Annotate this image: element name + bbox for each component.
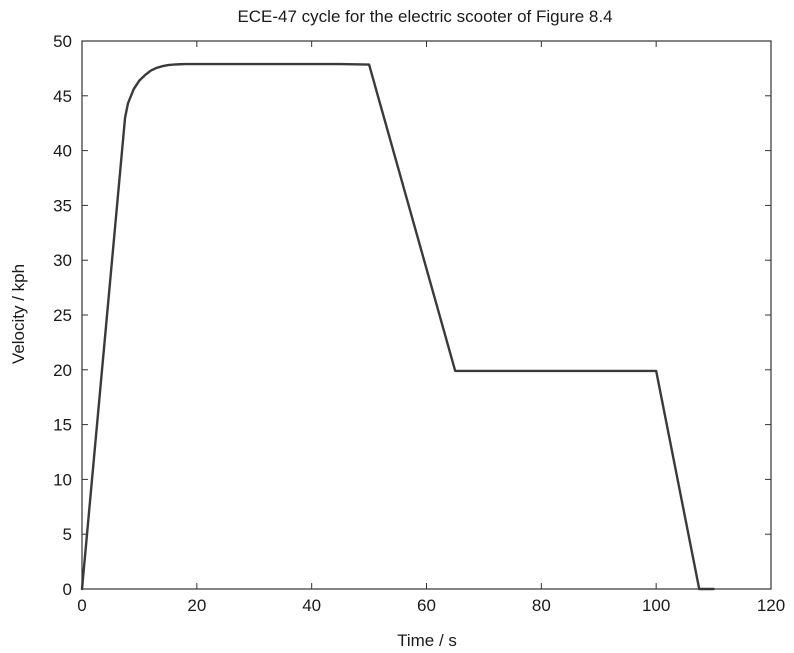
y-axis-label: Velocity / kph [9, 264, 28, 364]
y-tick-label: 20 [53, 361, 72, 380]
y-tick-label: 15 [53, 416, 72, 435]
x-tick-label: 120 [757, 596, 785, 615]
x-tick-label: 80 [532, 596, 551, 615]
chart-title: ECE-47 cycle for the electric scooter of… [237, 7, 612, 26]
x-tick-label: 0 [77, 596, 86, 615]
series-line-1 [80, 62, 715, 591]
y-tick-label: 50 [53, 32, 72, 51]
x-tick-label: 60 [417, 596, 436, 615]
y-tick-label: 45 [53, 87, 72, 106]
x-tick-label: 40 [302, 596, 321, 615]
plot-frame [81, 40, 772, 590]
x-tick-label: 20 [187, 596, 206, 615]
y-tick-label: 30 [53, 251, 72, 270]
y-tick-label: 10 [53, 470, 72, 489]
series-layer [80, 62, 715, 591]
y-tick-label: 35 [53, 196, 72, 215]
y-tick-label: 5 [63, 525, 72, 544]
y-tick-label: 0 [63, 580, 72, 599]
axis-ticks: 0 20 40 60 80 100 120 0 5 10 15 20 25 30 35 40 45 50 [53, 32, 785, 615]
y-tick-label: 40 [53, 142, 72, 161]
x-tick-label: 100 [642, 596, 670, 615]
x-axis-label: Time / s [397, 631, 457, 650]
y-tick-label: 25 [53, 306, 72, 325]
